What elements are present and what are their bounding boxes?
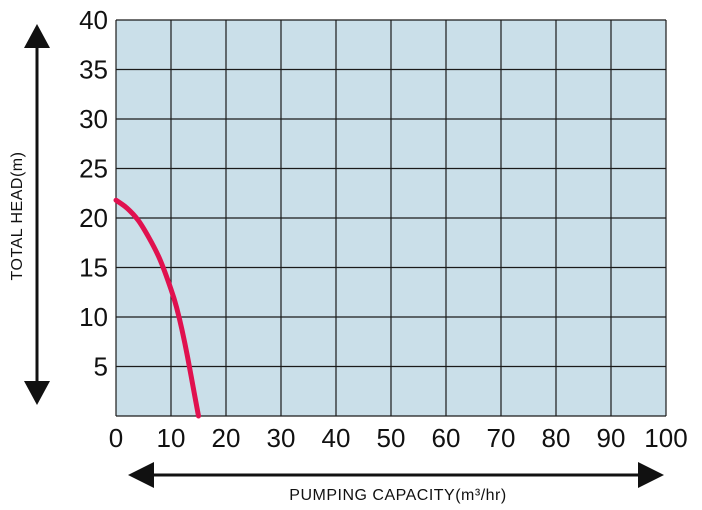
y-tick-label: 25: [79, 154, 108, 184]
x-axis-title: PUMPING CAPACITY(m³/hr): [289, 487, 506, 504]
x-tick-label: 10: [157, 423, 186, 453]
x-tick-label: 0: [109, 423, 123, 453]
x-tick-label: 20: [212, 423, 241, 453]
x-tick-label: 70: [487, 423, 516, 453]
y-tick-labels: 5 10 15 20 25 30 35 40: [79, 5, 108, 382]
y-tick-label: 10: [79, 302, 108, 332]
y-tick-label: 35: [79, 55, 108, 85]
x-tick-label: 30: [267, 423, 296, 453]
y-tick-label: 5: [94, 352, 108, 382]
y-axis-arrow: [24, 24, 50, 405]
x-tick-label: 100: [644, 423, 687, 453]
x-axis-arrow: [128, 462, 664, 488]
y-tick-label: 40: [79, 5, 108, 35]
y-axis-title: TOTAL HEAD(m): [9, 152, 26, 281]
x-tick-label: 50: [377, 423, 406, 453]
y-tick-label: 30: [79, 104, 108, 134]
x-tick-label: 40: [322, 423, 351, 453]
series-line: [113, 197, 201, 419]
x-tick-labels: 0 10 20 30 40 50 60 70 80 90 100: [109, 423, 688, 453]
x-tick-label: 80: [542, 423, 571, 453]
y-tick-label: 15: [79, 253, 108, 283]
x-tick-label: 60: [432, 423, 461, 453]
y-tick-label: 20: [79, 203, 108, 233]
x-tick-label: 90: [597, 423, 626, 453]
grid-lines: [115, 19, 667, 417]
series-group: [113, 197, 201, 419]
